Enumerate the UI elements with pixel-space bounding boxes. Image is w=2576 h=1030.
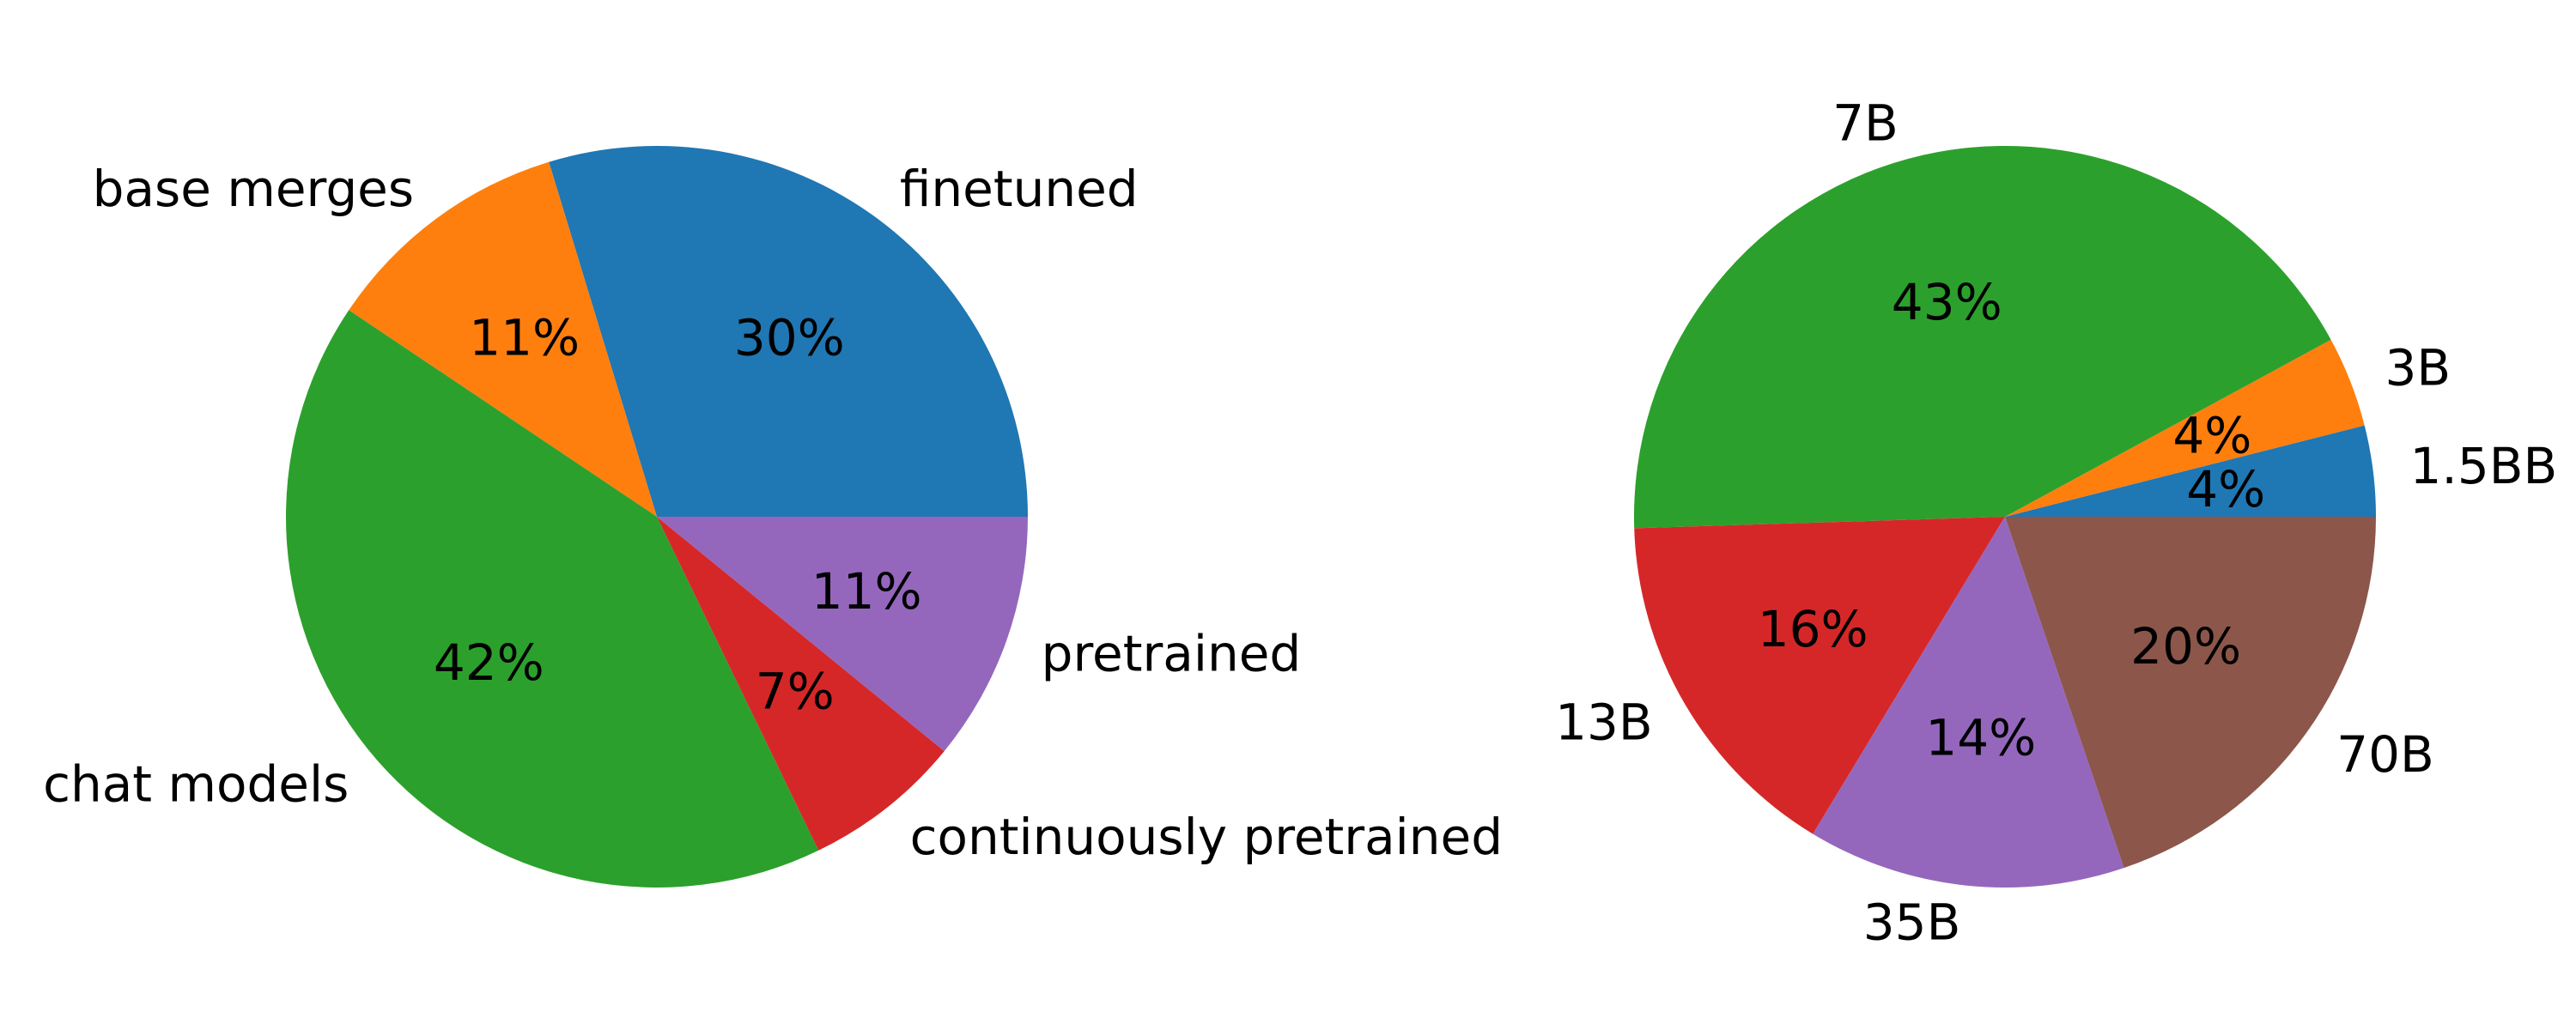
pie-slice-13b <box>1634 517 2005 834</box>
pie-slice-finetuned <box>549 145 1028 518</box>
pie-percent-label: 20% <box>2130 617 2241 676</box>
pie-percent-label: 16% <box>1758 600 1868 658</box>
pie-slice-7b <box>1634 146 2331 529</box>
pie-slice-chat-models <box>286 310 819 888</box>
pie-percent-label: 14% <box>1925 709 2036 767</box>
pie-percent-label: 11% <box>811 562 922 621</box>
pie-category-label: pretrained <box>1042 624 1302 682</box>
pie-slice-3b <box>2005 339 2365 517</box>
pie-category-label: 1.5BB <box>2410 437 2558 495</box>
pie-category-label: continuously pretrained <box>910 808 1503 866</box>
pie-percent-label: 4% <box>2186 460 2265 518</box>
pie-slice-pretrained <box>657 517 1028 752</box>
pie-percent-label: 11% <box>469 309 580 367</box>
pie-slice-continuously-pretrained <box>657 517 945 851</box>
pie-slice-70b <box>2005 517 2376 869</box>
pie-percent-label: 43% <box>1892 273 2002 331</box>
pie-slice-35b <box>1813 517 2124 888</box>
model-type-pie: 30% finetuned 11% base merges 42% chat models… <box>43 145 1503 888</box>
pie-category-label: chat models <box>43 755 349 814</box>
pie-category-label: 7B <box>1832 94 1899 152</box>
pie-category-label: 3B <box>2385 339 2451 397</box>
pie-category-label: 70B <box>2336 725 2434 784</box>
pie-category-label: finetuned <box>900 160 1139 218</box>
pie-slice-base-merges <box>349 161 657 517</box>
pie-category-label: 35B <box>1863 893 1961 951</box>
pie-percent-label: 30% <box>734 309 845 367</box>
pie-category-label: 13B <box>1555 694 1653 752</box>
pie-percent-label: 7% <box>756 662 835 720</box>
pie-slice-1-5bb <box>2005 425 2376 517</box>
pie-category-label: base merges <box>93 160 414 218</box>
pie-percent-label: 42% <box>434 633 544 692</box>
